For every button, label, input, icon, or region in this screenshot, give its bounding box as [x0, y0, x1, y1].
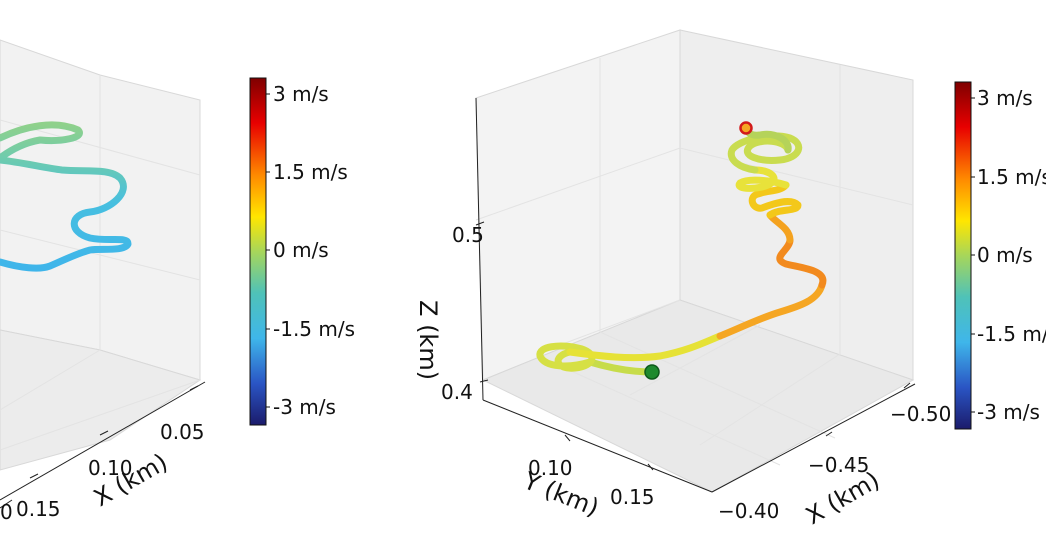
right-cb-tick-4: -3 m/s	[977, 400, 1040, 424]
left-x-tick-2: 0.15	[16, 497, 61, 521]
right-z-axis-label: Z (km)	[414, 300, 442, 380]
left-cb-tick-4: -3 m/s	[273, 395, 336, 419]
right-colorbar: 3 m/s 1.5 m/s 0 m/s -1.5 m/ -3 m/s	[954, 81, 1046, 430]
right-y-tick-0: 0.10	[528, 456, 573, 480]
start-marker	[644, 364, 660, 380]
left-trajectory	[0, 121, 132, 272]
end-marker	[739, 121, 753, 135]
left-cb-tick-0: 3 m/s	[273, 82, 329, 106]
left-cb-tick-2: 0 m/s	[273, 238, 329, 262]
left-floor-pane	[0, 329, 202, 471]
right-3d-axes	[475, 29, 916, 493]
right-x-tick-2: −0.40	[718, 499, 779, 523]
left-x-tick-0: 0.05	[160, 420, 205, 444]
right-cb-tick-3: -1.5 m/	[977, 322, 1046, 346]
right-z-tick-0: 0.5	[452, 223, 484, 247]
right-x-tick-0: −0.50	[890, 402, 951, 426]
left-colorbar: 3 m/s 1.5 m/s 0 m/s -1.5 m/s -3 m/s	[249, 77, 355, 426]
left-partial-tick: 0	[0, 500, 13, 524]
right-z-tick-1: 0.4	[441, 380, 473, 404]
left-cb-tick-3: -1.5 m/s	[273, 317, 355, 341]
left-cb-tick-1: 1.5 m/s	[273, 160, 348, 184]
right-x-tick-1: −0.45	[808, 453, 869, 477]
right-cb-tick-1: 1.5 m/s	[977, 165, 1046, 189]
right-y-tick-1: 0.15	[610, 485, 655, 509]
left-x-tick-1: 0.10	[88, 456, 133, 480]
right-cb-tick-2: 0 m/s	[977, 243, 1033, 267]
right-floor	[481, 299, 915, 493]
right-cb-tick-0: 3 m/s	[977, 86, 1033, 110]
